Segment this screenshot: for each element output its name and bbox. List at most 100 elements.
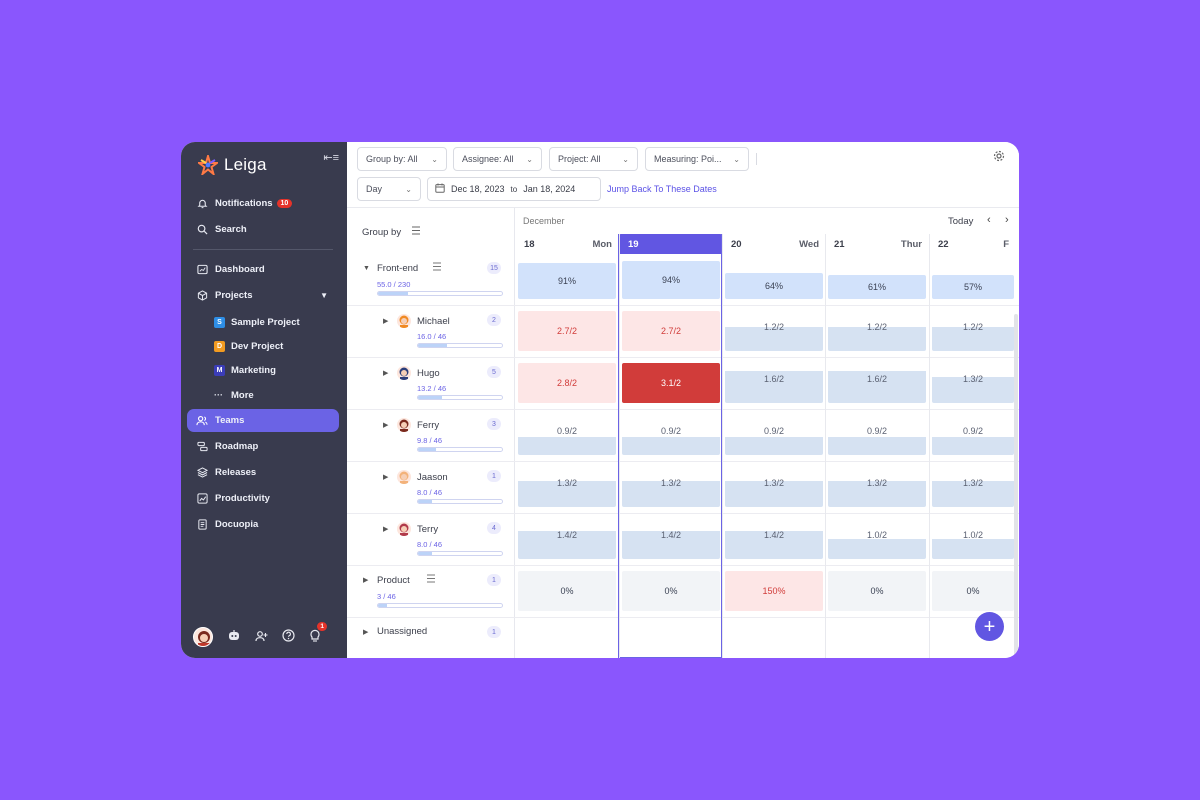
capacity-cell[interactable]: 0.9/2 — [828, 415, 926, 455]
vertical-scrollbar[interactable] — [1014, 314, 1018, 658]
count-badge: 5 — [487, 366, 501, 378]
caret-right-icon[interactable]: ▶ — [383, 370, 389, 377]
capacity-cell[interactable]: 64% — [725, 273, 823, 299]
sidebar-item-search[interactable]: Search — [187, 218, 339, 241]
row-label[interactable]: ▶ Product — [363, 574, 436, 586]
caret-right-icon[interactable]: ▶ — [363, 577, 369, 584]
caret-right-icon[interactable]: ▶ — [383, 318, 389, 325]
capacity-cell[interactable]: 1.3/2 — [932, 467, 1014, 507]
list-icon[interactable] — [432, 262, 442, 274]
sidebar-item-roadmap[interactable]: Roadmap — [187, 435, 339, 458]
capacity-cell[interactable]: 2.7/2 — [518, 311, 616, 351]
capacity-cell[interactable]: 1.0/2 — [932, 519, 1014, 559]
capacity-cell[interactable]: 0.9/2 — [518, 415, 616, 455]
capacity-cell[interactable]: 0.9/2 — [622, 415, 720, 455]
capacity-cell[interactable]: 1.2/2 — [725, 311, 823, 351]
sidebar-item-releases[interactable]: Releases — [187, 461, 339, 484]
capacity-cell[interactable]: 0.9/2 — [932, 415, 1014, 455]
caret-down-icon[interactable]: ▼ — [320, 291, 328, 300]
project-item-dev[interactable]: D Dev Project — [214, 336, 283, 356]
capacity-cell[interactable]: 91% — [518, 263, 616, 299]
project-item-marketing[interactable]: M Marketing — [214, 360, 276, 380]
scale-select[interactable]: Day ⌄ — [357, 177, 421, 201]
tips-icon[interactable]: 1 — [309, 622, 327, 645]
project-item-sample[interactable]: S Sample Project — [214, 312, 300, 332]
capacity-cell[interactable]: 1.3/2 — [932, 363, 1014, 403]
capacity-cell[interactable]: 1.3/2 — [828, 467, 926, 507]
project-label: Dev Project — [231, 340, 284, 352]
row-name: Product — [377, 574, 410, 586]
caret-right-icon[interactable]: ▶ — [383, 474, 389, 481]
capacity-cell[interactable]: 1.3/2 — [518, 467, 616, 507]
capacity-cell[interactable]: 2.8/2 — [518, 363, 616, 403]
settings-gear-icon[interactable] — [993, 150, 1005, 165]
measuring-filter[interactable]: Measuring: Poi... ⌄ — [645, 147, 749, 171]
row-name: Jaason — [417, 471, 448, 483]
capacity-cell[interactable]: 1.0/2 — [828, 519, 926, 559]
date-range-picker[interactable]: Dec 18, 2023 to Jan 18, 2024 — [427, 177, 601, 201]
capacity-cell[interactable]: 0% — [828, 571, 926, 611]
sidebar-item-dashboard[interactable]: Dashboard — [187, 258, 339, 281]
sidebar-item-docuopia[interactable]: Docuopia — [187, 513, 339, 536]
user-avatar[interactable] — [193, 627, 213, 647]
capacity-cell[interactable]: 1.3/2 — [622, 467, 720, 507]
today-button[interactable]: Today — [948, 216, 974, 227]
robot-assistant-icon[interactable] — [227, 629, 241, 645]
list-icon — [411, 226, 421, 238]
project-item-more[interactable]: ··· More — [214, 385, 254, 405]
row-label[interactable]: ▼ Front-end — [363, 262, 442, 274]
capacity-cell[interactable]: 57% — [932, 275, 1014, 299]
capacity-cell[interactable]: 61% — [828, 275, 926, 299]
capacity-cell[interactable]: 1.6/2 — [725, 363, 823, 403]
capacity-cell[interactable]: 1.2/2 — [828, 311, 926, 351]
sidebar-item-teams[interactable]: Teams — [187, 409, 339, 432]
capacity-cell[interactable]: 150% — [725, 571, 823, 611]
row-label[interactable]: ▶ Ferry — [383, 418, 439, 432]
collapse-sidebar-icon[interactable]: ⇤≡ — [323, 152, 339, 164]
capacity-cell[interactable]: 2.7/2 — [622, 311, 720, 351]
assignee-filter[interactable]: Assignee: All ⌄ — [453, 147, 542, 171]
help-icon[interactable] — [282, 629, 295, 645]
add-user-icon[interactable] — [255, 630, 268, 645]
capacity-cell[interactable]: 0% — [518, 571, 616, 611]
day-header[interactable]: 20 Wed — [722, 234, 825, 254]
add-button[interactable]: + — [975, 612, 1004, 641]
caret-down-icon[interactable]: ▼ — [363, 264, 370, 272]
list-icon[interactable] — [426, 574, 436, 586]
capacity-cell[interactable]: 1.6/2 — [828, 363, 926, 403]
sidebar-item-notifications[interactable]: Notifications 10 — [187, 192, 339, 215]
chevron-left-icon[interactable]: ‹ — [987, 214, 991, 226]
capacity-cell[interactable]: 1.4/2 — [518, 519, 616, 559]
caret-right-icon[interactable]: ▶ — [383, 422, 389, 429]
row-label[interactable]: ▶ Unassigned — [363, 626, 427, 637]
chevron-right-icon[interactable]: › — [1005, 214, 1009, 226]
capacity-cell[interactable]: 0.9/2 — [725, 415, 823, 455]
capacity-cell[interactable]: 1.4/2 — [622, 519, 720, 559]
capacity-cell[interactable]: 0% — [622, 571, 720, 611]
row-label[interactable]: ▶ Jaason — [383, 470, 448, 484]
capacity-cell[interactable]: 0% — [932, 571, 1014, 611]
row-label[interactable]: ▶ Terry — [383, 522, 438, 536]
caret-right-icon[interactable]: ▶ — [383, 526, 389, 533]
capacity-cell[interactable]: 94% — [622, 261, 720, 299]
project-filter[interactable]: Project: All ⌄ — [549, 147, 638, 171]
day-header[interactable]: 22 F — [929, 234, 1015, 254]
group-by-header[interactable]: Group by — [362, 226, 421, 238]
capacity-cell[interactable]: 3.1/2 — [622, 363, 720, 403]
row-label[interactable]: ▶ Michael — [383, 314, 450, 328]
row-label[interactable]: ▶ Hugo — [383, 366, 440, 380]
day-header[interactable]: 19 — [619, 234, 722, 254]
sidebar-item-projects[interactable]: Projects ▼ — [187, 284, 339, 307]
day-header[interactable]: 21 Thur — [825, 234, 928, 254]
capacity-cell[interactable]: 1.4/2 — [725, 519, 823, 559]
caret-right-icon[interactable]: ▶ — [363, 628, 369, 636]
day-header[interactable]: 18 Mon — [515, 234, 618, 254]
logo[interactable]: Leiga — [198, 155, 267, 175]
jump-back-link[interactable]: Jump Back To These Dates — [607, 184, 717, 194]
group-by-filter[interactable]: Group by: All ⌄ — [357, 147, 447, 171]
capacity-cell[interactable]: 1.2/2 — [932, 311, 1014, 351]
capacity-cell[interactable]: 1.3/2 — [725, 467, 823, 507]
capacity-bar-fill — [418, 448, 436, 451]
sidebar-item-productivity[interactable]: Productivity — [187, 487, 339, 510]
chart-icon — [196, 493, 208, 505]
